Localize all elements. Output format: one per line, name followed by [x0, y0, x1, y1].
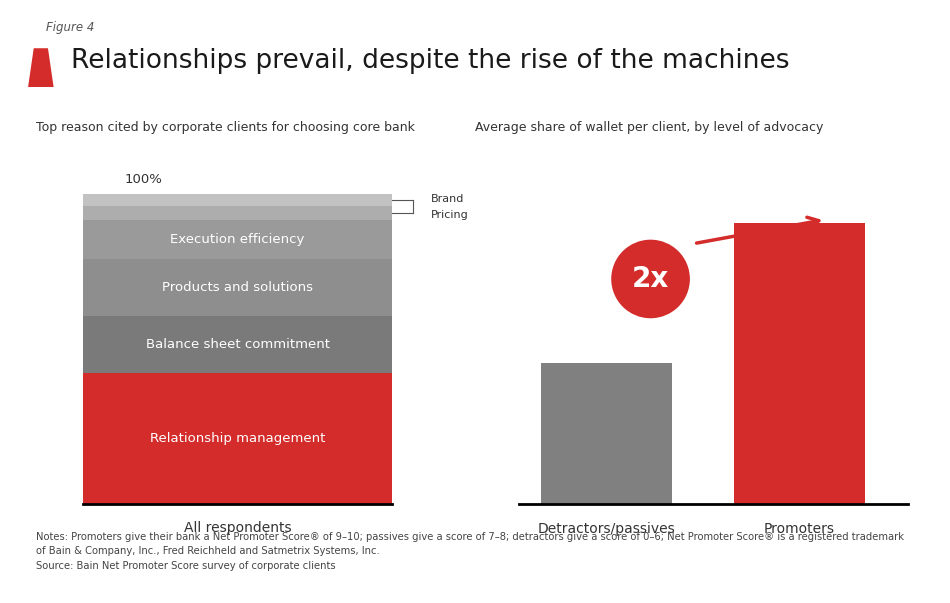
- Text: Figure 4: Figure 4: [46, 21, 94, 34]
- Text: Notes: Promoters give their bank a Net Promoter Score® of 9–10; passives give a : Notes: Promoters give their bank a Net P…: [36, 532, 904, 542]
- Text: All respondents: All respondents: [183, 520, 292, 534]
- Bar: [83, 373, 392, 504]
- Text: Brand: Brand: [430, 194, 465, 204]
- Text: Top reason cited by corporate clients for choosing core bank: Top reason cited by corporate clients fo…: [36, 121, 415, 134]
- Text: Promoters: Promoters: [764, 522, 835, 535]
- Text: Relationship management: Relationship management: [150, 432, 325, 445]
- Bar: [83, 194, 392, 206]
- Text: Execution efficiency: Execution efficiency: [170, 233, 305, 246]
- Bar: [733, 223, 864, 504]
- Text: Products and solutions: Products and solutions: [162, 281, 313, 294]
- Text: Source: Bain Net Promoter Score survey of corporate clients: Source: Bain Net Promoter Score survey o…: [36, 561, 335, 571]
- Text: 100%: 100%: [125, 173, 162, 186]
- Ellipse shape: [611, 239, 690, 318]
- Text: Pricing: Pricing: [430, 210, 468, 220]
- Bar: [83, 220, 392, 259]
- Bar: [83, 259, 392, 316]
- Bar: [83, 316, 392, 373]
- Text: 2x: 2x: [632, 265, 669, 293]
- Polygon shape: [28, 48, 53, 87]
- Text: of Bain & Company, Inc., Fred Reichheld and Satmetrix Systems, Inc.: of Bain & Company, Inc., Fred Reichheld …: [36, 546, 380, 556]
- Text: Average share of wallet per client, by level of advocacy: Average share of wallet per client, by l…: [475, 121, 824, 134]
- Text: Detractors/passives: Detractors/passives: [538, 522, 675, 535]
- Text: Balance sheet commitment: Balance sheet commitment: [145, 338, 330, 352]
- Bar: [83, 206, 392, 220]
- Bar: [542, 363, 673, 504]
- Text: Relationships prevail, despite the rise of the machines: Relationships prevail, despite the rise …: [71, 48, 789, 74]
